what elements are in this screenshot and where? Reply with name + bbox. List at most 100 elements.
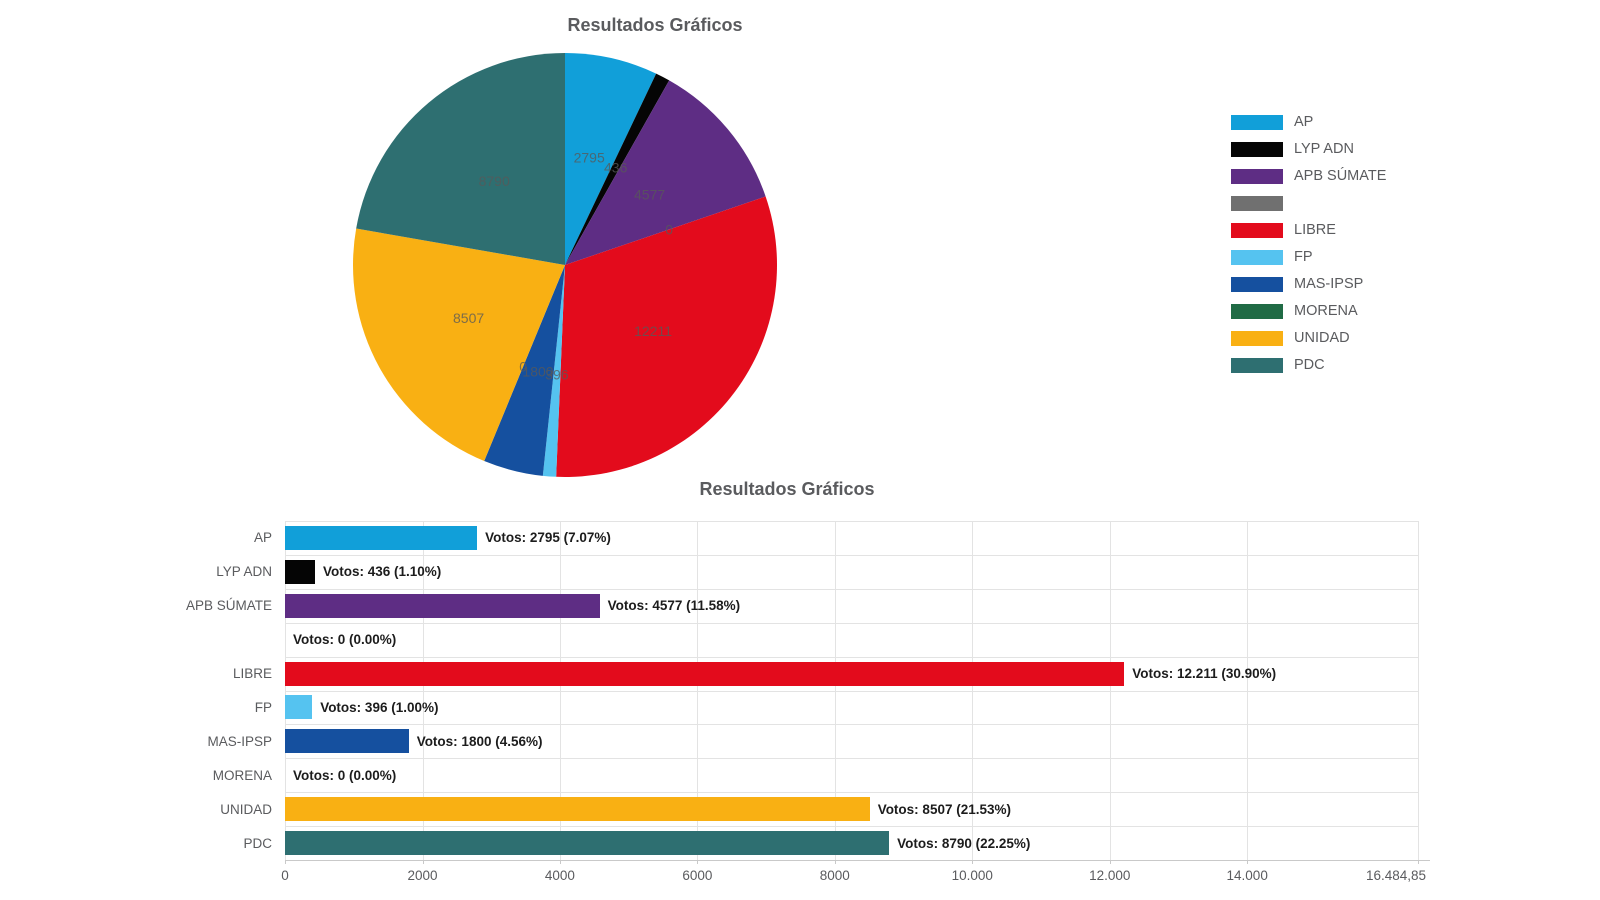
category-label-lyp-adn: LYP ADN [216,564,272,580]
x-tick-label: 12.000 [1089,868,1131,883]
legend-swatch-fp [1231,249,1283,265]
legend-swatch-ap [1231,114,1283,130]
x-tick-label: 6000 [682,868,713,883]
pie-chart-title: Resultados Gráficos [567,15,743,35]
grid-line-horizontal [285,622,1418,624]
legend-item-unidad[interactable]: UNIDAD [1231,330,1386,346]
x-tick-mark [1109,860,1111,864]
legend-item-fp[interactable]: FP [1231,249,1386,265]
bar-value-label-lyp-adn: Votos: 436 (1.10%) [323,564,442,580]
pie-slice-value-morena: 0 [519,359,527,375]
bar-value-label-morena: Votos: 0 (0.00%) [293,767,397,783]
category-label-libre: LIBRE [232,666,272,682]
category-label-morena: MORENA [212,767,272,783]
pie-slice-ap[interactable] [565,53,657,265]
legend-item-pdc[interactable]: PDC [1231,357,1386,373]
bar-apb-sumate[interactable] [285,593,600,618]
bar-chart-title: Resultados Gráficos [699,479,875,499]
grid-line-vertical [834,521,836,860]
grid-line-vertical [422,521,424,860]
x-tick-label: 14.000 [1226,868,1268,883]
legend-swatch-libre [1231,222,1283,238]
legend-label-fp: FP [1294,249,1313,265]
bar-value-label-fp: Votos: 396 (1.00%) [320,699,439,715]
x-tick-label: 8000 [819,868,850,883]
pie-slice-libre[interactable] [556,196,777,477]
pie-slice-unidad[interactable] [353,228,565,462]
legend-label-lyp-adn: LYP ADN [1294,141,1354,157]
x-tick-mark [1247,860,1249,864]
bar-value-label-unidad: Votos: 8507 (21.53%) [877,801,1011,817]
legend-item-libre[interactable]: LIBRE [1231,222,1386,238]
bar-ap[interactable] [285,525,478,550]
legend-label-unidad: UNIDAD [1294,330,1350,346]
x-tick-mark [697,860,699,864]
grid-line-vertical [1418,521,1419,860]
pie-slice-pdc[interactable] [356,53,565,265]
grid-line-horizontal [285,521,1418,522]
grid-line-horizontal [285,690,1418,692]
x-tick-mark [559,860,561,864]
pie-slice-value-pdc: 8790 [479,173,510,189]
x-axis-line [285,860,1430,861]
legend-swatch-lyp-adn [1231,141,1283,157]
legend-item-mas-ipsp[interactable]: MAS-IPSP [1231,276,1386,292]
bar-category-labels: AP LYP ADN APB SÚMATE LIBRE FP MAS-IPSP MORENA… [0,521,272,860]
legend-label-morena: MORENA [1294,303,1358,319]
x-tick-label: 10.000 [951,868,993,883]
x-axis: 0 2000 4000 6000 8000 10.000 12.000 14.000 16.48… [281,860,1435,896]
legend-item-ap[interactable]: AP [1231,114,1386,130]
category-label-mas-ipsp: MAS-IPSP [207,733,272,749]
pie-slice-value-sin-sigla: 0 [665,221,673,237]
legend-item-morena[interactable]: MORENA [1231,303,1386,319]
grid-line-horizontal [285,792,1418,794]
grid-line-horizontal [285,826,1418,828]
legend-swatch-sin-sigla [1231,195,1283,211]
bar-value-label-mas-ipsp: Votos: 1800 (4.56%) [416,733,543,749]
category-label-pdc: PDC [243,835,272,851]
bar-lyp-adn[interactable] [285,559,315,584]
x-tick-mark [422,860,424,864]
pie-slice-value-ap: 2795 [574,150,605,166]
bar-unidad[interactable] [285,797,870,822]
pie-slice-fp[interactable] [542,265,565,477]
legend-label-ap: AP [1294,114,1314,130]
legend-swatch-unidad [1231,330,1283,346]
bar-value-label-pdc: Votos: 8790 (22.25%) [897,835,1031,851]
legend-item-sin-sigla[interactable] [1231,195,1386,211]
bar-value-label-libre: Votos: 12.211 (30.90%) [1132,666,1277,682]
grid-line-vertical [559,521,561,860]
bar-fp[interactable] [285,695,313,720]
category-label-sin-sigla [0,623,272,657]
x-tick-mark [1418,860,1419,864]
bar-mas-ipsp[interactable] [285,729,409,754]
bar-value-label-ap: Votos: 2795 (7.07%) [485,530,611,546]
legend-label-pdc: PDC [1294,357,1325,373]
grid-line-vertical [972,521,974,860]
pie-slice-apb-sumate[interactable] [565,80,766,266]
legend-label-mas-ipsp: MAS-IPSP [1294,276,1364,292]
pie-slice-value-fp: 396 [545,367,569,383]
x-tick-mark [972,860,974,864]
pie-slice-mas-ipsp[interactable] [484,265,565,476]
category-label-fp: FP [254,699,272,715]
legend-swatch-pdc [1231,357,1283,373]
grid-line-vertical [1109,521,1111,860]
legend-item-lyp-adn[interactable]: LYP ADN [1231,141,1386,157]
grid-line-horizontal [285,758,1418,760]
bar-chart-plot: Votos: 2795 (7.07%) Votos: 436 (1.10%) Vot… [285,521,1419,860]
x-tick-label: 16.484,85 [1365,868,1426,883]
bar-pdc[interactable] [285,831,890,855]
x-tick-label: 4000 [544,868,575,883]
bar-value-label-apb-sumate: Votos: 4577 (11.58%) [607,598,741,614]
legend-label-libre: LIBRE [1294,222,1336,238]
pie-slice-value-lyp-adn: 436 [604,159,628,175]
pie-slice-lyp-adn[interactable] [565,73,670,265]
category-label-apb-sumate: APB SÚMATE [185,598,272,614]
legend-item-apb-sumate[interactable]: APB SÚMATE [1231,168,1386,184]
legend-swatch-mas-ipsp [1231,276,1283,292]
bar-libre[interactable] [285,661,1125,686]
x-tick-label: 2000 [407,868,438,883]
